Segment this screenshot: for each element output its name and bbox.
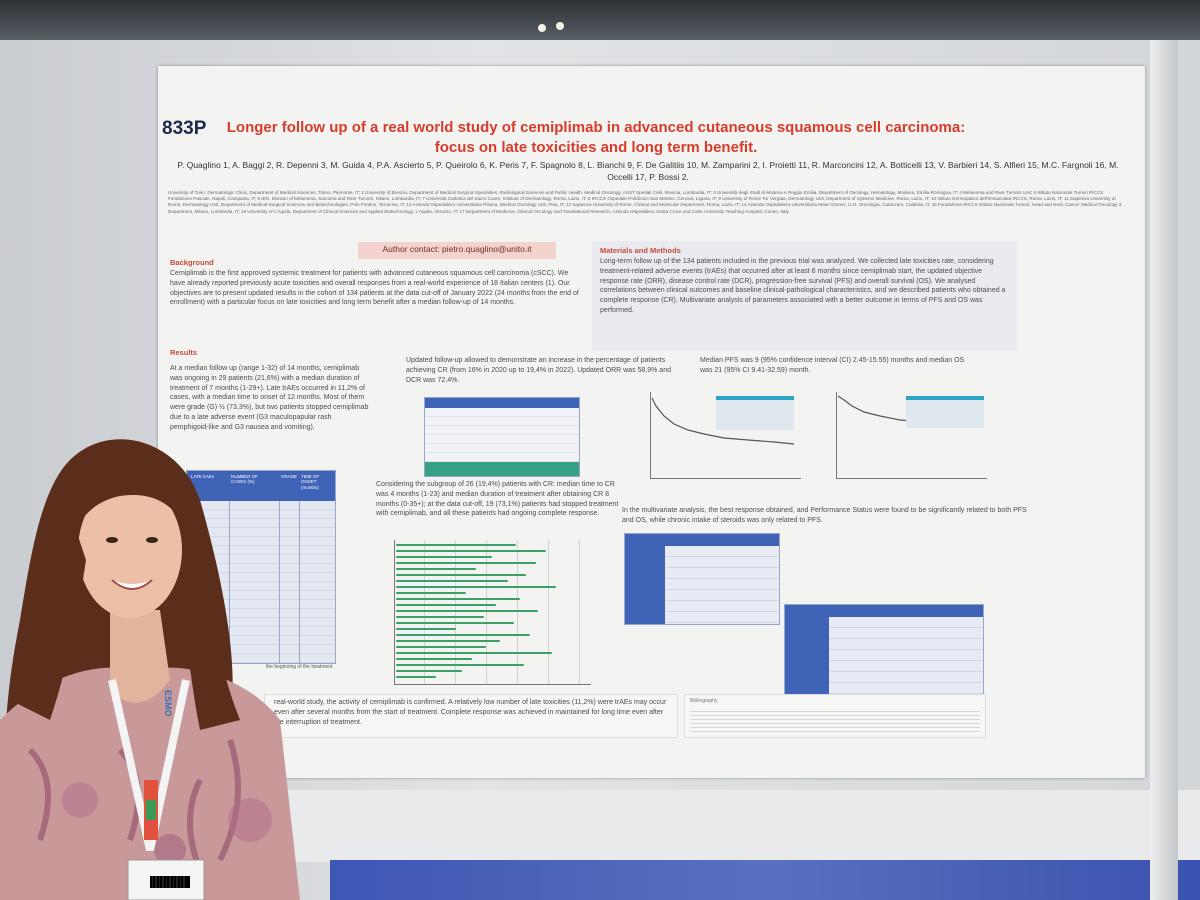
- bibliography-text-lines: [690, 708, 980, 732]
- methods-heading: Materials and Methods: [600, 246, 681, 255]
- lanyard-text: ESMO: [163, 690, 173, 717]
- scientific-poster: 833P Longer follow up of a real world st…: [158, 66, 1145, 778]
- ceiling-light: [556, 22, 564, 30]
- results-col3-top: Median PFS was 9 (95% confidence interva…: [700, 357, 965, 374]
- pfs-curve-chart: [644, 392, 804, 484]
- results-col2-mid: Considering the subgroup of 26 (19,4%) p…: [376, 481, 619, 518]
- results-col2-top: Updated follow-up allowed to demonstrate…: [406, 357, 671, 384]
- bibliography-heading: Bibliography: [690, 698, 718, 704]
- conclusions-text: real-world study, the activity of cemipl…: [274, 699, 667, 726]
- swimmer-plot: [384, 540, 604, 688]
- os-curve-chart: [830, 392, 990, 484]
- background-text: Cemiplimab is the first approved systemi…: [170, 270, 579, 307]
- methods-text: Long-term follow up of the 134 patients …: [600, 258, 1006, 314]
- poster-title: Longer follow up of a real world study o…: [226, 119, 966, 156]
- methods-box: [592, 241, 1017, 351]
- conclusions-box: [264, 694, 678, 738]
- response-table: [424, 397, 580, 477]
- ceiling-light: [538, 24, 546, 32]
- results-col3-mid: In the multivariate analysis, the best r…: [622, 507, 1027, 524]
- poster-code: 833P: [162, 118, 207, 139]
- table-header: LATE trAEs: [191, 474, 215, 479]
- presenter-woman: [0, 439, 300, 900]
- results-col1-text: At a median follow up (range 1-32) of 14…: [170, 365, 369, 431]
- table-caption: the beginning of the treatment: [266, 664, 333, 670]
- poster-authors: P. Quaglino 1, A. Baggi 2, R. Depenni 3,…: [177, 160, 1119, 182]
- poster-affiliations: University of Turin, Dermatologic Clinic…: [168, 190, 1122, 214]
- exhibition-floor: [330, 860, 1200, 900]
- table-header: NUMBER OF CASES (%): [231, 474, 258, 485]
- author-contact: Author contact: pietro.quaglino@unito.it: [382, 244, 532, 254]
- background-heading: Background: [170, 258, 214, 267]
- multivariate-pfs-table: [624, 533, 780, 625]
- results-heading: Results: [170, 348, 198, 357]
- table-header: GRADE: [281, 474, 298, 479]
- contact-box: Author contact: pietro.quaglino@unito.it: [358, 242, 556, 259]
- table-header: TIME OF ONSET (months): [301, 474, 320, 490]
- multivariate-os-table: [784, 604, 984, 698]
- board-pole: [1150, 40, 1178, 900]
